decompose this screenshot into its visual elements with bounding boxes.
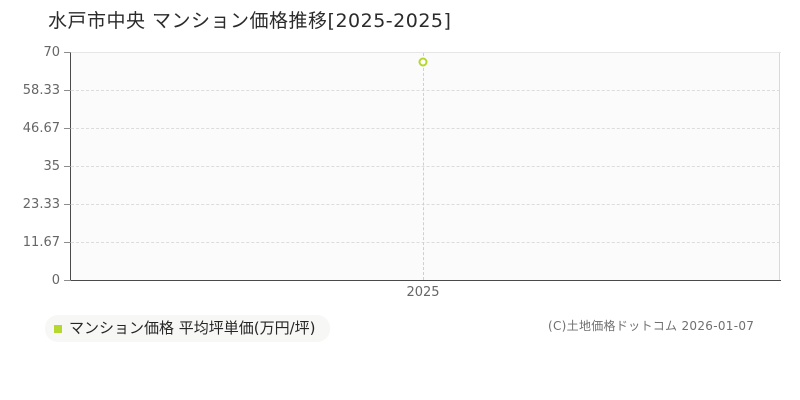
gridline-35 [71,166,780,167]
y-tick-mark-23-33 [64,204,71,205]
y-tick-mark-11-67 [64,242,71,243]
legend-label: マンション価格 平均坪単価(万円/坪) [69,319,316,337]
x-axis-line [70,280,781,281]
gridline-58-33 [71,90,780,91]
x-axis-label-2025: 2025 [406,285,440,300]
y-axis-label-70: 70 [43,45,60,60]
gridline-46-67 [71,128,780,129]
y-axis-label-23-33: 23.33 [22,197,60,212]
y-tick-mark-70 [64,52,71,53]
legend-swatch-icon [54,324,62,333]
chart-title: 水戸市中央 マンション価格推移[2025-2025] [48,10,452,32]
y-axis-label-46-67: 46.67 [22,121,60,136]
gridline-11-67 [71,242,780,243]
gridline-2025 [423,53,424,280]
gridline-23-33 [71,204,780,205]
copyright-text: (C)土地価格ドットコム 2026-01-07 [548,319,755,333]
y-axis-label-58-33: 58.33 [22,83,60,98]
y-axis-label-0: 0 [51,273,60,288]
y-tick-mark-46-67 [64,128,71,129]
data-point-2025[interactable] [418,57,428,67]
y-axis-label-11-67: 11.67 [22,235,60,250]
y-axis-label-35: 35 [43,159,60,174]
y-tick-mark-0 [64,280,71,281]
y-tick-mark-35 [64,166,71,167]
y-tick-mark-58-33 [64,90,71,91]
plot-top-border [70,52,781,53]
chart-legend[interactable]: マンション価格 平均坪単価(万円/坪) [45,315,330,342]
